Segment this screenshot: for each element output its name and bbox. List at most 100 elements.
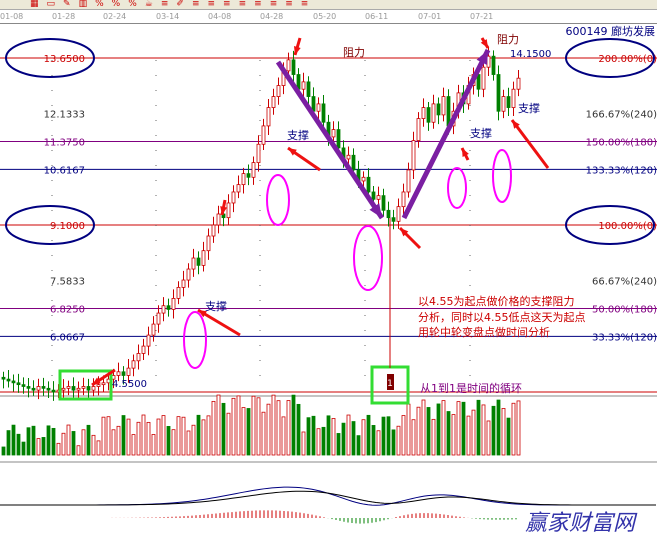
date-label: 03-14 [156,12,180,21]
line-icon[interactable]: ≡ [285,0,293,9]
candle-body [481,66,486,90]
candle-body [291,59,296,75]
volume-bar [156,418,161,456]
volume-bar [481,404,486,456]
volume-bar [516,400,521,456]
volume-bar [96,440,101,456]
volume-bar [476,399,481,456]
candle-body [476,74,481,90]
note-line: 用轮中轮变盘点做时间分析 [418,325,550,339]
candle-body [401,191,406,208]
line-icon[interactable]: ≡ [191,0,200,9]
volume-bar [306,417,311,456]
line-icon[interactable]: ≡ [300,0,309,9]
candle-body [126,367,131,376]
volume-bar [436,403,441,456]
volume-bar [211,400,216,456]
support-label: 支撑 [205,299,227,313]
window-icon[interactable]: ▭ [46,0,56,9]
draw-icon[interactable]: ✎ [63,0,71,9]
percent-icon[interactable]: % [111,0,121,9]
price-level-label: 12.1333 [44,110,85,121]
volume-bar [41,437,46,456]
price-level-label: 11.3750 [44,138,85,149]
candle-body [156,312,161,325]
note-line: 分析，同时以4.55低点这天为起点 [418,310,586,324]
candle-body [11,380,16,384]
candle-body [361,176,366,182]
volume-bar [381,416,386,456]
red-arrow-head [512,120,520,129]
volume-bar [376,430,381,456]
candle-body [311,96,316,112]
pen-icon[interactable]: ✐ [176,0,184,9]
price-level-label: 7.5833 [50,277,85,288]
support-label: 支撑 [287,128,309,142]
candle-body [201,250,206,266]
volume-bar [401,415,406,456]
volume-bar [51,427,56,456]
candle-body [136,353,141,362]
volume-bar [81,429,86,456]
percent-icon[interactable]: % [128,0,137,9]
volume-bar [86,424,91,456]
candle-body [206,235,211,252]
candle-body [241,173,246,186]
line-icon[interactable]: ≡ [160,0,169,9]
line-icon[interactable]: ≡ [238,0,247,9]
highlight-ellipse [183,311,207,369]
toolbar: ▦ ▭ ✎ ▥%%% ☕ ≡ ✐ ≡ ≡ ≡ ≡ ≡ ≡ ≡ ≡ [0,0,657,10]
level-circle [565,38,655,79]
candle-body [246,173,251,178]
volume-bar [201,419,206,456]
volume-bar [411,419,416,456]
volume-bar [406,403,411,456]
highlight-ellipse [266,174,290,226]
percent-level-label: 150.00%(180) [586,138,657,149]
candle-body [211,224,216,237]
chart-icon[interactable]: ▥ [78,0,88,9]
price-level-label: 9.1000 [50,221,85,232]
candle-body [131,360,136,369]
stock-title: 600149 廊坊发展 [566,24,656,38]
volume-bar [511,402,516,456]
line-icon[interactable]: ≡ [207,0,216,9]
volume-bar [121,415,126,456]
percent-icon[interactable]: % [95,0,104,9]
candle-body [406,169,411,193]
volume-bar [461,401,466,456]
volume-bar [256,397,261,456]
line-icon[interactable]: ≡ [254,0,262,9]
volume-bar [486,420,491,456]
volume-bar [351,421,356,456]
red-arrow-head [220,206,228,215]
date-label: 02-24 [103,12,127,21]
date-axis: 01-08 01-28 02-24 03-14 04-08 04-28 05-20 06-11… [0,11,657,24]
volume-bar [386,416,391,456]
volume-bar [331,418,336,456]
grid-icon[interactable]: ▦ [30,0,39,9]
low-price-label: 4.5500 [112,379,147,390]
candle-body [31,387,36,391]
cup-icon[interactable]: ☕ [144,0,153,9]
volume-bar [21,441,26,456]
volume-bar [216,394,221,456]
line-icon[interactable]: ≡ [223,0,231,9]
percent-level-label: 200.00%(0) [598,54,657,65]
high-price-label: 14.1500 [510,49,551,60]
date-label: 06-11 [365,12,389,21]
volume-bar [141,414,146,456]
candle-body [76,387,81,391]
candle-body [421,107,426,119]
volume-bar [61,432,66,456]
line-icon[interactable]: ≡ [269,0,278,9]
volume-bar [431,418,436,456]
volume-bar [126,418,131,456]
volume-bar [341,422,346,456]
percent-level-label: 33.33%(120) [592,332,657,343]
candle-body [96,384,101,387]
volume-bar [136,421,141,456]
volume-bar [181,416,186,456]
date-label: 04-28 [260,12,284,21]
volume-bar [11,424,16,456]
